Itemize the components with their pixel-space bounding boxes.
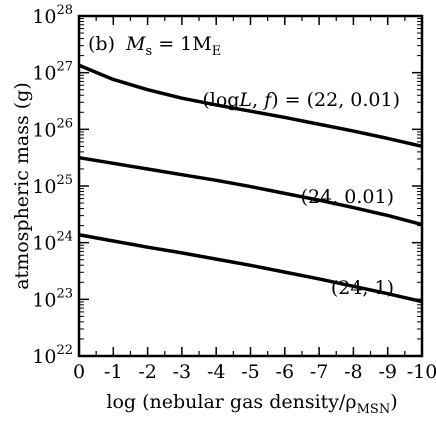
- y-tick-label: 1023: [32, 286, 73, 311]
- series-1-label: (24, 0.01): [301, 186, 394, 208]
- x-tick-label: -6: [276, 361, 295, 383]
- x-tick-label: -2: [138, 361, 157, 383]
- y-tick-label: 1028: [32, 3, 73, 28]
- y-tick-label: 1027: [32, 60, 73, 85]
- y-tick-label: 1026: [32, 116, 73, 141]
- y-tick-label: 1024: [32, 230, 73, 255]
- series-line-2: [78, 233, 423, 304]
- panel-label: (b) Ms = 1ME: [88, 33, 221, 59]
- y-tick-label: 1025: [32, 173, 73, 198]
- series-line-0: [78, 63, 423, 149]
- x-tick-label: -1: [104, 361, 123, 383]
- x-tick-label: -3: [173, 361, 192, 383]
- series-0-label: (logL, f) = (22, 0.01): [202, 89, 400, 111]
- tick-labels: 0 -1 -2 -3 -4 -5 -6 -7 -8 -9 -10 1022 1023 1024 1025 10…: [32, 3, 436, 383]
- x-tick-label: -8: [344, 361, 363, 383]
- x-axis-label: log (nebular gas density/ρMSN): [106, 391, 397, 417]
- x-tick-label: -7: [310, 361, 329, 383]
- y-tick-label: 1022: [32, 343, 73, 368]
- x-tick-label: -5: [241, 361, 260, 383]
- x-tick-label: 0: [73, 361, 85, 383]
- x-tick-label: -4: [207, 361, 226, 383]
- plot-frame: [77, 14, 424, 358]
- x-tick-label: -9: [378, 361, 397, 383]
- series-lines: [78, 63, 423, 304]
- series-2-label: (24, 1): [331, 277, 394, 299]
- series-line-1: [78, 155, 423, 227]
- x-tick-label: -10: [407, 361, 436, 383]
- y-axis-label: atmospheric mass (g): [11, 82, 33, 290]
